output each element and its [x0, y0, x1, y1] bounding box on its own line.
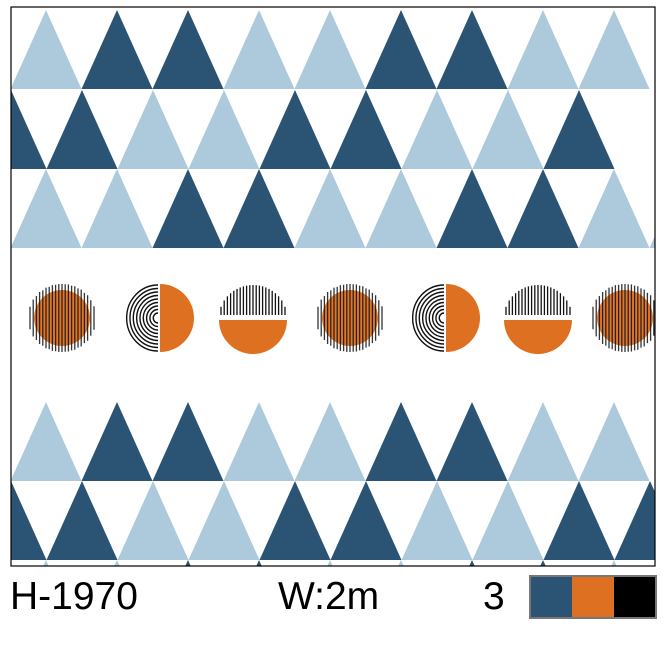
triangle-dark: [330, 481, 402, 560]
striped-circle-motif: [29, 284, 95, 352]
triangle-dark: [469, 560, 475, 566]
triangle-dark: [436, 10, 508, 89]
color-chip: [572, 577, 614, 617]
color-chip: [531, 577, 573, 617]
triangle-dark: [540, 560, 546, 566]
triangle-dark: [152, 402, 224, 481]
triangle-dark: [259, 90, 331, 169]
triangle-light: [649, 235, 655, 248]
triangle-light: [401, 481, 473, 560]
triangle-light: [578, 402, 650, 481]
product-width: W:2m: [278, 575, 380, 618]
triangle-light: [11, 402, 82, 481]
triangle-dark: [223, 169, 295, 248]
triangle-light: [611, 560, 617, 566]
triangle-light: [294, 402, 366, 481]
triangle-dark: [185, 560, 191, 566]
triangle-light: [43, 560, 49, 566]
triangle-light: [114, 560, 120, 566]
fingerprint-half-circle-motif: [411, 284, 480, 352]
triangle-dark: [46, 90, 118, 169]
striped-half-circle-motif: [504, 285, 572, 354]
striped-circle-motif: [317, 284, 383, 352]
triangle-light: [398, 560, 404, 566]
striped-half-circle-motif: [219, 285, 287, 354]
triangle-light: [472, 481, 544, 560]
triangle-light: [188, 481, 260, 560]
triangle-light: [578, 10, 650, 89]
triangle-light: [11, 10, 82, 89]
triangle-light: [188, 90, 260, 169]
triangle-dark: [436, 169, 508, 248]
color-chip: [613, 577, 655, 617]
triangle-dark: [11, 481, 47, 560]
triangle-dark: [81, 10, 153, 89]
pattern-swatch: [10, 6, 666, 570]
triangle-light: [365, 169, 437, 248]
triangle-dark: [330, 90, 402, 169]
fingerprint-half-circle-motif: [125, 284, 194, 352]
triangle-dark: [256, 560, 262, 566]
triangle-light: [223, 402, 295, 481]
triangle-light: [294, 169, 366, 248]
triangle-dark: [81, 402, 153, 481]
triangle-dark: [436, 402, 508, 481]
triangle-dark: [365, 10, 437, 89]
product-code: H-1970: [10, 575, 138, 618]
triangle-dark: [543, 481, 615, 560]
swatch-frame: [10, 6, 656, 567]
triangle-light: [650, 560, 666, 570]
triangle-light: [578, 169, 650, 248]
triangle-light: [327, 560, 333, 566]
triangle-dark: [543, 90, 615, 169]
triangle-dark: [365, 402, 437, 481]
triangle-dark: [152, 169, 224, 248]
triangle-dark: [614, 481, 655, 560]
triangle-light: [401, 90, 473, 169]
color-count: 3: [483, 575, 505, 618]
triangle-light: [294, 10, 366, 89]
triangle-light: [81, 169, 153, 248]
triangle-light: [472, 90, 544, 169]
striped-circle-motif: [592, 284, 655, 352]
color-chips: [529, 575, 657, 619]
triangle-dark: [46, 481, 118, 560]
triangle-light: [507, 402, 579, 481]
triangle-light: [11, 169, 82, 248]
triangle-dark: [259, 481, 331, 560]
triangle-light: [507, 10, 579, 89]
triangle-light: [117, 90, 189, 169]
triangle-light: [223, 10, 295, 89]
triangle-dark: [507, 169, 579, 248]
triangle-dark: [152, 10, 224, 89]
triangle-dark: [11, 90, 47, 169]
triangle-light: [117, 481, 189, 560]
